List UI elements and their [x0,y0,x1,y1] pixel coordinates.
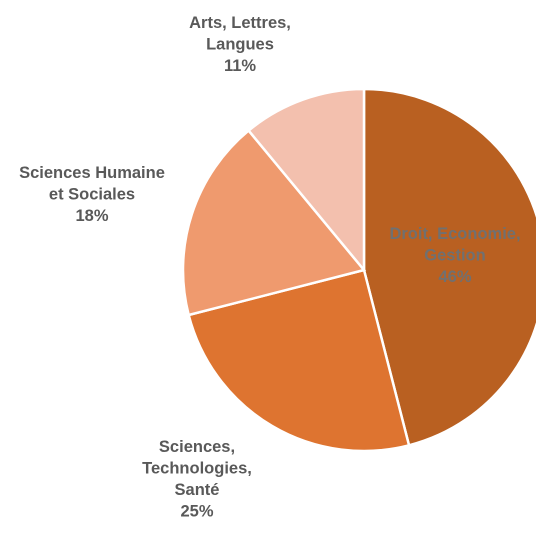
slice-percent-label: 18% [75,207,108,225]
slice-category-label: Sciences, [159,438,235,456]
pie-slice-1 [362,87,536,447]
slice-category-label: et Sociales [49,186,135,204]
pie-slice-3 [181,128,367,317]
slice-category-label: Gestion [424,247,485,265]
slice-label-3: Sciences Humaine et Sociales 18% [19,164,165,225]
pie-slice-4 [246,87,366,274]
pie-slices [181,87,536,453]
slice-label-2: Sciences, Technologies, Santé 25% [142,438,252,521]
slice-percent-label: 46% [438,268,471,286]
slice-category-label: Arts, Lettres, [189,14,291,32]
slice-category-label: Langues [206,36,274,54]
slice-category-label: Technologies, [142,460,252,478]
slice-category-label: Sciences Humaine [19,164,165,182]
slice-category-label: Droit, Economie, [389,225,520,243]
slice-label-4: Arts, Lettres, Langues 11% [189,14,291,75]
slice-label-1: Droit, Economie, Gestion 46% [389,225,520,286]
slice-labels: Droit, Economie, Gestion 46% Sciences, Techn… [19,14,520,521]
slice-percent-label: 11% [224,57,256,75]
slice-percent-label: 25% [180,503,213,521]
slice-category-label: Santé [175,481,220,499]
pie-slice-2 [187,268,411,453]
